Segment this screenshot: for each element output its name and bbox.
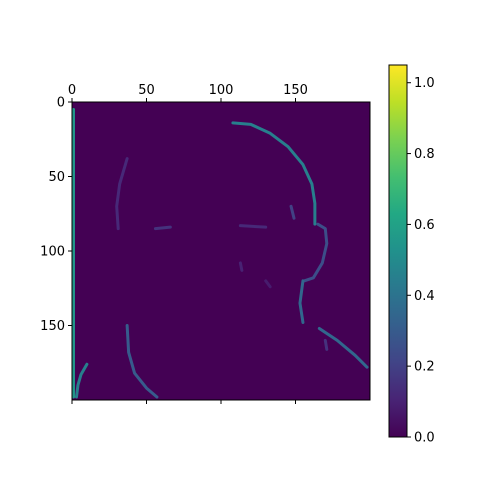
face-left-contour [115,157,129,231]
colorbar-tick-label: 0.8 [414,147,435,162]
heatmap-features [72,107,369,399]
colorbar [388,64,408,438]
lower-right-speck [323,338,329,351]
colorbar-tick-label: 0.2 [414,360,435,375]
x-axis-top: 0 50 100 150 [68,83,308,102]
colorbar-tick-label: 0.4 [414,289,435,304]
x-tick-label: 100 [209,83,234,98]
x-tick-label: 0 [68,83,76,98]
colorbar-ticks: 0.0 0.2 0.4 0.6 0.8 1.0 [407,76,435,446]
colorbar-tick-label: 1.0 [414,76,435,91]
eyebrow-left [153,225,172,231]
y-tick-label: 100 [40,245,65,260]
face-mid-mark [238,261,244,272]
eyebrow-right [238,224,268,229]
bottom-left-corner [74,362,89,399]
colorbar-tick-label: 0.6 [414,218,435,233]
heatmap-background [72,102,370,400]
hair-tick [289,204,296,220]
neck-shoulder-line [317,326,369,369]
jaw-contour [298,279,305,325]
chin-left-line [125,324,159,399]
cheek-mark [264,279,272,289]
y-axis-left: 0 50 100 150 [40,96,72,334]
x-axis-bottom [71,400,296,404]
ear-outline [302,222,329,283]
x-tick-label: 50 [138,83,155,98]
y-tick-label: 150 [40,319,65,334]
y-tick-label: 0 [57,96,65,111]
colorbar-tick-label: 0.0 [414,431,435,446]
y-tick-label: 50 [48,170,65,185]
head-top-contour [231,121,317,226]
x-tick-label: 150 [283,83,308,98]
